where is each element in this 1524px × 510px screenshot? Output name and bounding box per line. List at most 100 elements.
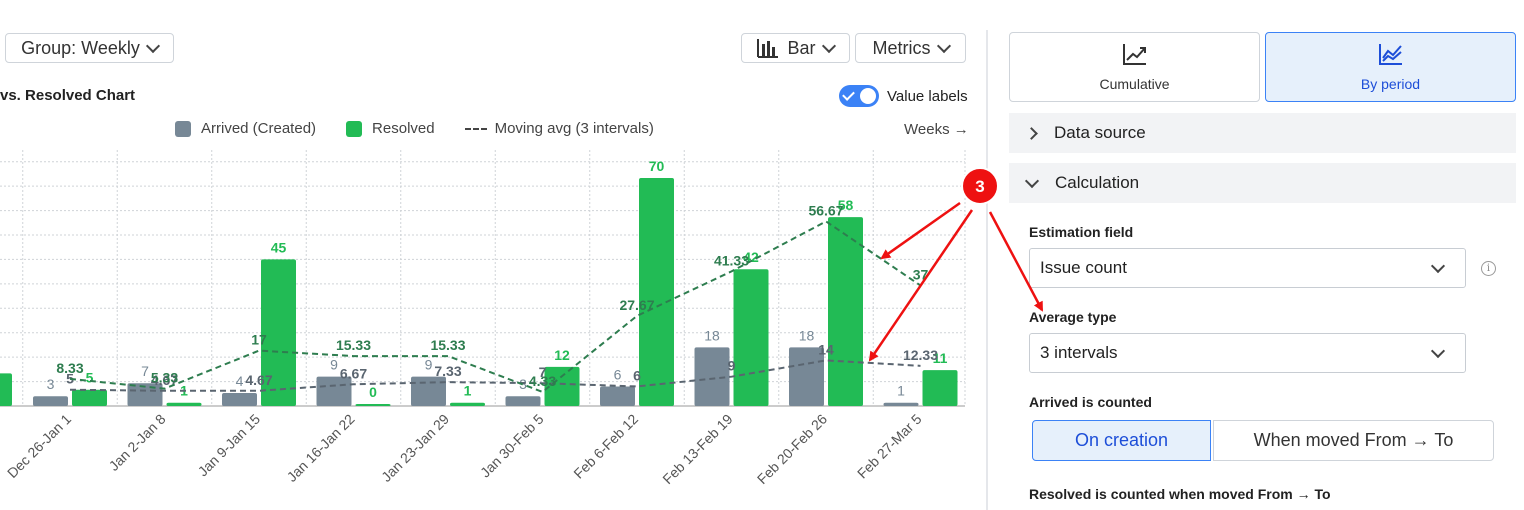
x-tick-label: Jan 23-Jan 29 bbox=[378, 411, 452, 485]
arrived-bar bbox=[694, 347, 730, 406]
legend-label-arrived: Arrived (Created) bbox=[201, 120, 317, 137]
legend-label-moving-avg: Moving avg (3 intervals) bbox=[494, 120, 654, 137]
moving-avg-resolved-label: 15.33 bbox=[336, 337, 371, 353]
moving-avg-resolved-label: 37 bbox=[913, 266, 929, 282]
arrived-value-label: 18 bbox=[704, 327, 720, 343]
moving-avg-arrived-label: 6.67 bbox=[340, 365, 367, 381]
weeks-axis-link[interactable]: Weeks → bbox=[904, 121, 969, 138]
moving-avg-resolved-label: 56.67 bbox=[808, 202, 843, 218]
by-period-label: By period bbox=[1360, 76, 1421, 92]
calculation-label: Calculation bbox=[1055, 173, 1140, 192]
arrived-bar bbox=[33, 396, 68, 406]
info-icon[interactable]: i bbox=[1481, 261, 1496, 276]
average-type-value: 3 intervals bbox=[1040, 343, 1118, 362]
on-creation-label: On creation bbox=[1074, 430, 1169, 450]
moving-avg-arrived-label: 7.33 bbox=[434, 363, 461, 379]
arrived-value-label: 9 bbox=[330, 357, 338, 373]
bar-chart-icon bbox=[757, 39, 779, 58]
arrived-bar bbox=[883, 402, 919, 406]
chart-type-label: Bar bbox=[787, 37, 816, 58]
arrived-bar bbox=[505, 396, 541, 406]
legend-swatch-arrived bbox=[175, 120, 191, 137]
chart-type-dropdown[interactable]: Bar bbox=[741, 33, 850, 63]
legend-item-arrived[interactable]: Arrived (Created) bbox=[175, 120, 316, 137]
chart-title: vs. Resolved Chart bbox=[0, 87, 136, 104]
chevron-down-icon bbox=[145, 38, 160, 54]
on-creation-button[interactable]: On creation bbox=[1032, 420, 1211, 461]
resolved-bar bbox=[166, 402, 202, 406]
cumulative-button[interactable]: Cumulative bbox=[1009, 32, 1260, 102]
check-icon bbox=[842, 88, 855, 101]
arrived-bar bbox=[411, 376, 446, 406]
x-tick-label: Feb 13-Feb 19 bbox=[659, 411, 735, 487]
moving-avg-arrived-label: 4.67 bbox=[151, 372, 178, 388]
by-period-button[interactable]: By period bbox=[1265, 32, 1516, 102]
arrived-value-label: 9 bbox=[425, 357, 433, 373]
moving-avg-arrived-label: 7 bbox=[539, 364, 547, 380]
by-period-chart-icon bbox=[1378, 44, 1402, 65]
resolved-bar bbox=[733, 269, 769, 406]
resolved-bar bbox=[450, 402, 485, 406]
arrived-value-label: 4 bbox=[236, 373, 244, 389]
metrics-dropdown[interactable]: Metrics bbox=[855, 33, 966, 63]
chevron-down-icon bbox=[821, 38, 836, 54]
resolved-value-label: 1 bbox=[464, 383, 472, 399]
resolved-value-label: 5 bbox=[86, 370, 94, 386]
toggle-knob bbox=[860, 88, 876, 104]
chevron-right-icon bbox=[1025, 126, 1038, 140]
arrived-value-label: 6 bbox=[614, 366, 622, 382]
x-tick-label: Dec 26-Jan 1 bbox=[4, 411, 74, 481]
resolved-bar bbox=[72, 389, 107, 406]
value-labels-toggle[interactable] bbox=[839, 85, 879, 107]
moving-avg-resolved-line bbox=[69, 220, 922, 394]
moving-avg-arrived-label: 4.67 bbox=[245, 372, 272, 388]
moving-avg-arrived-label: 14 bbox=[818, 341, 834, 357]
chevron-down-icon bbox=[1024, 173, 1040, 189]
resolved-bar bbox=[544, 366, 580, 406]
panel-divider bbox=[986, 30, 988, 510]
arrived-value-label: 3 bbox=[47, 376, 55, 392]
estimation-field-value: Issue count bbox=[1040, 258, 1127, 277]
arrived-value-label: 18 bbox=[799, 327, 815, 343]
cumulative-chart-icon bbox=[1122, 44, 1146, 65]
estimation-field-select[interactable]: Issue count bbox=[1029, 248, 1466, 288]
moving-avg-arrived-label: 9 bbox=[728, 358, 736, 374]
metrics-label: Metrics bbox=[872, 37, 931, 58]
resolved-bar bbox=[922, 370, 958, 406]
arrived-value-label: 3 bbox=[519, 376, 527, 392]
resolved-counted-label: Resolved is counted when moved From → To bbox=[1029, 486, 1331, 502]
average-type-select[interactable]: 3 intervals bbox=[1029, 333, 1466, 373]
value-labels-text: Value labels bbox=[887, 87, 968, 105]
when-moved-button[interactable]: When moved From → To bbox=[1213, 420, 1494, 461]
value-labels-control: Value labels bbox=[839, 85, 968, 107]
x-tick-label: Jan 2-Jan 8 bbox=[106, 411, 169, 474]
moving-avg-resolved-label: 8.33 bbox=[56, 360, 83, 376]
moving-avg-resolved-label: 4.33 bbox=[529, 373, 556, 389]
x-tick-label: Jan 30-Feb 5 bbox=[477, 411, 547, 481]
resolved-value-label: 12 bbox=[554, 347, 570, 363]
arrived-bar bbox=[222, 392, 257, 406]
data-source-section-header[interactable]: Data source bbox=[1009, 113, 1516, 153]
arrived-value-label: 1 bbox=[897, 383, 905, 399]
average-type-label: Average type bbox=[1029, 309, 1117, 325]
calculation-section-header[interactable]: Calculation bbox=[1009, 163, 1516, 203]
resolved-bar bbox=[261, 259, 296, 406]
x-tick-label: Jan 16-Jan 22 bbox=[284, 411, 358, 485]
x-tick-label: Feb 6-Feb 12 bbox=[570, 411, 641, 482]
legend-item-moving-avg[interactable]: Moving avg (3 intervals) bbox=[464, 120, 654, 137]
arrived-counted-label: Arrived is counted bbox=[1029, 394, 1152, 410]
resolved-bar bbox=[639, 178, 674, 406]
when-moved-label: When moved From → To bbox=[1253, 430, 1454, 450]
resolved-value-label: 42 bbox=[743, 249, 759, 265]
group-by-dropdown[interactable]: Group: Weekly bbox=[5, 33, 174, 63]
moving-avg-resolved-label: 27.67 bbox=[619, 297, 654, 313]
resolved-value-label: 45 bbox=[271, 239, 287, 255]
arrived-bar bbox=[789, 347, 824, 406]
arrived-bar bbox=[127, 383, 163, 406]
arrived-bar bbox=[600, 386, 635, 406]
moving-avg-arrived-line bbox=[69, 359, 921, 392]
x-tick-label: Jan 9-Jan 15 bbox=[195, 411, 264, 480]
legend-item-resolved[interactable]: Resolved bbox=[346, 120, 435, 137]
resolved-value-label: 0 bbox=[369, 384, 377, 400]
